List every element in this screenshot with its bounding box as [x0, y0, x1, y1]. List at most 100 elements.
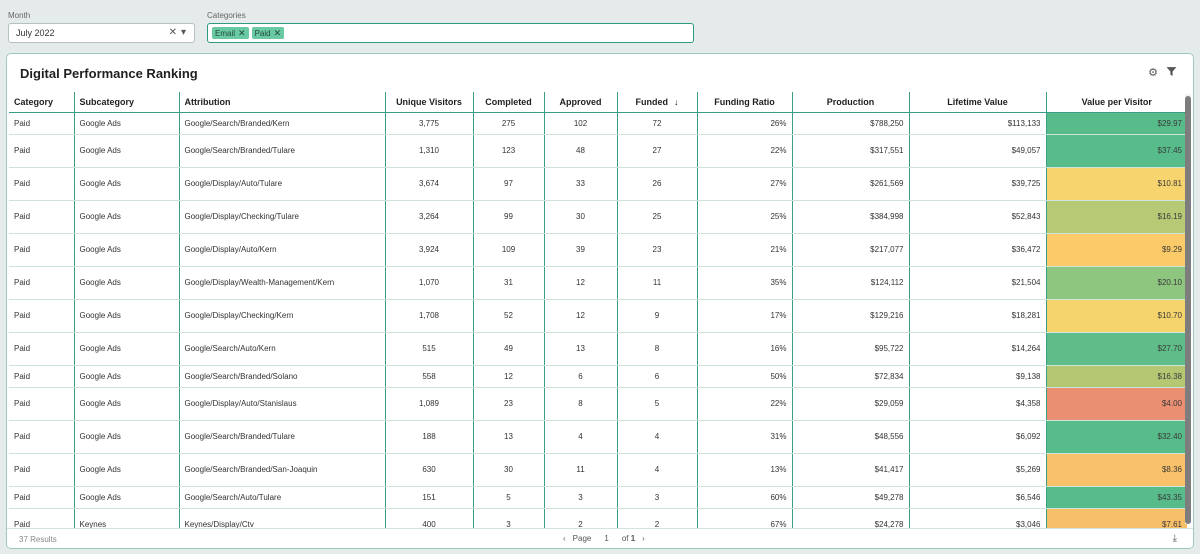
- cell-subcategory: Google Ads: [74, 299, 180, 333]
- cell-category: Paid: [9, 387, 75, 421]
- cell-approved: 30: [544, 200, 618, 234]
- column-header-category[interactable]: Category: [9, 92, 75, 113]
- filter-icon[interactable]: [1166, 66, 1177, 80]
- cell-funding-ratio: 25%: [697, 200, 793, 234]
- remove-chip-icon[interactable]: ✕: [238, 27, 246, 38]
- cell-funding-ratio: 26%: [697, 112, 793, 135]
- cell-approved: 8: [544, 387, 618, 421]
- cell-production: $217,077: [792, 233, 910, 267]
- cell-category: Paid: [9, 453, 75, 487]
- cell-production: $48,556: [792, 420, 910, 454]
- cell-value-per-visitor: $7.61: [1046, 508, 1187, 528]
- ranking-panel: Digital Performance Ranking ⚙ Category S…: [6, 53, 1194, 549]
- cell-completed: 97: [473, 167, 545, 201]
- column-header-funding-ratio[interactable]: Funding Ratio: [697, 92, 793, 113]
- cell-unique-visitors: 1,310: [385, 134, 474, 168]
- cell-funding-ratio: 22%: [697, 387, 793, 421]
- cell-unique-visitors: 630: [385, 453, 474, 487]
- categories-label: Categories: [207, 11, 246, 20]
- cell-value-per-visitor: $8.36: [1046, 453, 1187, 487]
- column-header-attribution[interactable]: Attribution: [179, 92, 386, 113]
- column-header-approved[interactable]: Approved: [544, 92, 618, 113]
- cell-attribution: Google/Search/Branded/San-Joaquin: [179, 453, 386, 487]
- cell-lifetime-value: $39,725: [909, 167, 1047, 201]
- cell-attribution: Google/Search/Auto/Tulare: [179, 486, 386, 509]
- table-row[interactable]: Paid Google Ads Google/Search/Auto/Tulare 1…: [9, 486, 1187, 509]
- remove-chip-icon[interactable]: ✕: [273, 27, 282, 38]
- cell-attribution: Google/Search/Branded/Kern: [179, 112, 386, 135]
- table-row[interactable]: Paid Google Ads Google/Display/Checking/Tu…: [9, 200, 1187, 234]
- cell-subcategory: Google Ads: [74, 453, 180, 487]
- table-row[interactable]: Paid Google Ads Google/Search/Branded/San-…: [9, 453, 1187, 487]
- cell-completed: 30: [473, 453, 545, 487]
- chevron-right-icon[interactable]: ›: [642, 534, 645, 543]
- table-row[interactable]: Paid Google Ads Google/Display/Auto/Stanis…: [9, 387, 1187, 421]
- cell-lifetime-value: $3,046: [909, 508, 1047, 528]
- cell-funded: 2: [617, 508, 698, 528]
- chevron-left-icon[interactable]: ‹: [563, 534, 566, 543]
- table-row[interactable]: Paid Google Ads Google/Search/Branded/Sola…: [9, 365, 1187, 388]
- cell-value-per-visitor: $27.70: [1046, 332, 1187, 366]
- table-row[interactable]: Paid Google Ads Google/Display/Wealth-Mana…: [9, 266, 1187, 300]
- cell-lifetime-value: $6,546: [909, 486, 1047, 509]
- page-current[interactable]: 1: [604, 534, 609, 543]
- table-row[interactable]: Paid Google Ads Google/Search/Branded/Tula…: [9, 134, 1187, 168]
- column-header-production[interactable]: Production: [792, 92, 910, 113]
- column-header-value-per-visitor[interactable]: Value per Visitor: [1046, 92, 1187, 113]
- column-header-subcategory[interactable]: Subcategory: [74, 92, 180, 113]
- table-row[interactable]: Paid Google Ads Google/Display/Auto/Kern 3,…: [9, 233, 1187, 267]
- cell-subcategory: Google Ads: [74, 365, 180, 388]
- table-row[interactable]: Paid Google Ads Google/Search/Branded/Tula…: [9, 420, 1187, 454]
- column-header-lifetime-value[interactable]: Lifetime Value: [909, 92, 1047, 113]
- month-select[interactable]: July 2022 ✕ ▾: [8, 23, 195, 43]
- column-header-unique-visitors[interactable]: Unique Visitors: [385, 92, 474, 113]
- cell-funded: 6: [617, 365, 698, 388]
- cell-funding-ratio: 17%: [697, 299, 793, 333]
- arrow-down-icon[interactable]: ↓: [674, 96, 679, 107]
- category-chip-paid: Paid ✕: [251, 27, 285, 39]
- clear-icon[interactable]: ✕: [168, 27, 177, 38]
- cell-production: $317,551: [792, 134, 910, 168]
- cell-unique-visitors: 3,924: [385, 233, 474, 267]
- chip-label: Paid: [254, 28, 271, 38]
- cell-category: Paid: [9, 299, 75, 333]
- column-header-funded[interactable]: Funded ↓: [617, 92, 698, 113]
- categories-select[interactable]: Email ✕ Paid ✕: [207, 23, 694, 43]
- cell-value-per-visitor: $32.40: [1046, 420, 1187, 454]
- cell-funding-ratio: 31%: [697, 420, 793, 454]
- cell-approved: 13: [544, 332, 618, 366]
- table-row[interactable]: Paid Google Ads Google/Search/Branded/Kern…: [9, 112, 1187, 135]
- cell-unique-visitors: 151: [385, 486, 474, 509]
- table-row[interactable]: Paid Google Ads Google/Display/Checking/Ke…: [9, 299, 1187, 333]
- download-icon[interactable]: ⤓: [1172, 533, 1177, 544]
- cell-funding-ratio: 13%: [697, 453, 793, 487]
- chevron-down-icon[interactable]: ▾: [180, 27, 186, 38]
- month-label: Month: [8, 11, 31, 20]
- cell-completed: 275: [473, 112, 545, 135]
- cell-subcategory: Keynes: [74, 508, 180, 528]
- cell-funded: 27: [617, 134, 698, 168]
- table-row[interactable]: Paid Google Ads Google/Display/Auto/Tulare…: [9, 167, 1187, 201]
- table-row[interactable]: Paid Keynes Keynes/Display/Ctv 400 3 2 2 67% $24…: [9, 508, 1187, 528]
- cell-attribution: Google/Display/Checking/Tulare: [179, 200, 386, 234]
- pagination: ‹ Page 1 of 1 ›: [563, 534, 645, 543]
- page-of-label: of 1: [621, 534, 636, 543]
- column-header-completed[interactable]: Completed: [473, 92, 545, 113]
- cell-unique-visitors: 1,070: [385, 266, 474, 300]
- cell-production: $95,722: [792, 332, 910, 366]
- scrollbar-thumb[interactable]: [1185, 96, 1191, 524]
- cell-funding-ratio: 60%: [697, 486, 793, 509]
- cell-lifetime-value: $5,269: [909, 453, 1047, 487]
- cell-value-per-visitor: $4.00: [1046, 387, 1187, 421]
- table-row[interactable]: Paid Google Ads Google/Search/Auto/Kern 515…: [9, 332, 1187, 366]
- cell-completed: 49: [473, 332, 545, 366]
- cell-unique-visitors: 188: [385, 420, 474, 454]
- cell-production: $124,112: [792, 266, 910, 300]
- gear-icon[interactable]: ⚙: [1148, 67, 1158, 79]
- cell-unique-visitors: 1,089: [385, 387, 474, 421]
- cell-production: $24,278: [792, 508, 910, 528]
- cell-completed: 3: [473, 508, 545, 528]
- cell-category: Paid: [9, 486, 75, 509]
- cell-category: Paid: [9, 365, 75, 388]
- cell-category: Paid: [9, 200, 75, 234]
